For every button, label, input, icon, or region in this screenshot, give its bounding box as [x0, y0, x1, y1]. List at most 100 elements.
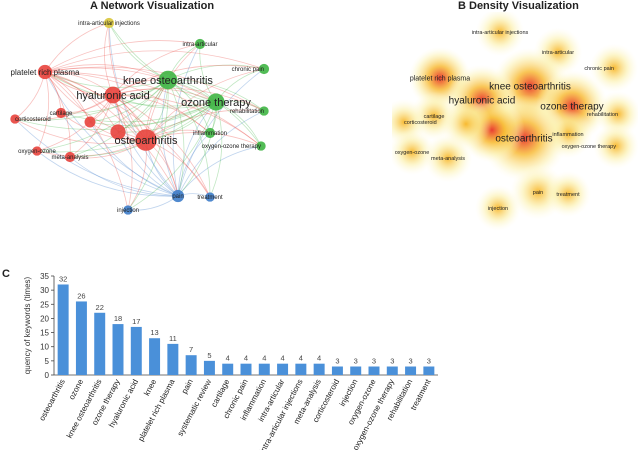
network-edge — [14, 118, 147, 144]
density-label: knee osteoarthritis — [489, 82, 571, 93]
bar — [75, 301, 87, 375]
network-node — [84, 116, 96, 128]
density-label: rehabilitation — [587, 112, 618, 118]
network-node-label: rehabilitation — [230, 109, 264, 115]
network-edge — [177, 145, 262, 197]
y-axis-label: quency of keywords (times) — [23, 276, 32, 374]
network-edge — [127, 79, 169, 211]
network-edge — [69, 156, 179, 197]
network-edge — [209, 101, 223, 198]
network-panel-title: A Network Visualization — [90, 0, 215, 12]
bar-value-label: 4 — [244, 354, 248, 363]
x-tick-label: pain — [180, 378, 195, 396]
network-edge — [44, 71, 169, 88]
network-edge — [127, 101, 217, 211]
network-node — [256, 141, 266, 151]
bar — [423, 366, 435, 375]
bar — [313, 363, 325, 375]
network-edge — [89, 121, 179, 197]
network-edge — [177, 101, 217, 197]
bar — [149, 338, 161, 375]
bar-value-label: 3 — [335, 357, 339, 366]
network-edge — [145, 68, 265, 141]
density-label: cartilage — [424, 114, 445, 120]
network-edge — [60, 101, 217, 123]
bar — [57, 284, 69, 375]
network-edge — [44, 71, 262, 147]
x-tick-label: platelet rich plasma — [136, 377, 177, 443]
network-edge — [167, 79, 185, 197]
network-edge — [14, 118, 179, 197]
network-node-label: treatment — [197, 195, 223, 201]
y-tick-label: 30 — [40, 286, 49, 295]
network-node-label: inflammation — [193, 131, 227, 137]
density-label: meta-analysis — [431, 156, 465, 162]
network-edge — [112, 94, 133, 211]
network-node-label: chronic pain — [232, 67, 264, 73]
bar-value-label: 4 — [226, 354, 230, 363]
network-edge — [167, 79, 211, 198]
density-label: ozone therapy — [540, 102, 603, 113]
density-blob — [589, 43, 638, 93]
network-edge — [167, 79, 265, 112]
network-node — [10, 114, 20, 124]
network-edge — [117, 101, 217, 133]
network-edge — [14, 71, 46, 120]
network-edge — [108, 22, 147, 141]
bar — [258, 363, 270, 375]
network-edge — [44, 66, 265, 112]
bar-value-label: 5 — [207, 351, 211, 360]
network-node — [258, 63, 270, 75]
network-node-label: intra-articular — [182, 42, 217, 48]
network-node — [205, 192, 215, 202]
network-node-label: oxygen-ozone therapy — [202, 144, 261, 150]
bar-value-label: 3 — [372, 357, 376, 366]
network-edge — [145, 132, 262, 147]
network-edge — [44, 71, 119, 133]
bar-value-label: 4 — [299, 354, 303, 363]
network-edge — [177, 101, 217, 197]
network-edge — [112, 94, 211, 134]
bar — [94, 312, 106, 375]
network-edge — [177, 110, 265, 197]
network-node — [194, 38, 206, 50]
y-tick-label: 25 — [40, 300, 49, 309]
density-visualization: intra-articular injections intra-articula… — [392, 12, 638, 232]
bar — [185, 355, 197, 375]
network-edge — [108, 22, 179, 197]
network-edge — [145, 109, 265, 141]
network-edge — [161, 79, 179, 197]
bar — [203, 360, 215, 375]
network-edge — [112, 64, 265, 96]
network-edge — [36, 71, 50, 152]
network-edge — [14, 79, 169, 121]
density-label: oxygen-ozone — [395, 150, 430, 156]
bar-value-label: 3 — [390, 357, 394, 366]
network-edge — [69, 79, 169, 158]
network-edge — [14, 94, 114, 121]
network-edge — [167, 64, 265, 81]
bar-value-label: 4 — [262, 354, 266, 363]
bar — [405, 366, 417, 375]
density-blob — [475, 12, 525, 57]
network-edge — [112, 43, 201, 96]
network-edge — [44, 71, 179, 197]
network-node — [158, 70, 178, 90]
network-edge — [177, 132, 211, 197]
bar-value-label: 17 — [132, 317, 140, 326]
network-edge — [108, 22, 217, 103]
network-node — [259, 106, 269, 116]
network-node — [135, 129, 157, 151]
network-node — [64, 151, 76, 163]
network-visualization: intra-articular injections intra-articula… — [10, 17, 270, 215]
network-node-label: knee osteoarthritis — [123, 75, 213, 87]
x-tick-label: knee — [142, 377, 158, 397]
bar-panel-letter: C — [2, 268, 10, 280]
density-label: osteoarthritis — [495, 134, 552, 145]
x-tick-label: osteoarthritis — [37, 378, 66, 423]
bar — [222, 363, 234, 375]
density-label: treatment — [556, 192, 580, 198]
density-label: intra-articular injections — [472, 30, 529, 36]
y-tick-label: 0 — [45, 371, 50, 380]
